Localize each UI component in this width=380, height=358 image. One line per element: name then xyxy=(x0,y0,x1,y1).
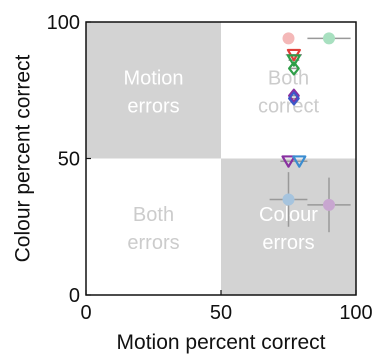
axes xyxy=(85,21,357,296)
data-points xyxy=(281,32,335,211)
y-axis-label: Colour percent correct xyxy=(12,54,35,262)
quadrant-label-top-left: Motion xyxy=(123,67,183,89)
point-diamond xyxy=(288,61,300,76)
quadrant-label-bottom-left: Both xyxy=(133,204,174,226)
quadrant-label-top-right: Both xyxy=(268,67,309,89)
x-tick-label: 0 xyxy=(80,302,91,324)
x-axis-label: Motion percent correct xyxy=(117,331,326,354)
point-triangle xyxy=(286,54,301,67)
quadrant-backgrounds xyxy=(86,22,356,295)
y-tick-label: 0 xyxy=(69,285,80,307)
quadrant-top-left xyxy=(86,22,221,159)
point-diamond xyxy=(288,91,300,106)
quadrant-label-top-left: errors xyxy=(127,95,179,117)
quadrant-labels: MotionerrorsBothcorrectBotherrorsColoure… xyxy=(123,67,319,254)
point-triangle xyxy=(281,155,296,168)
y-tick-label: 100 xyxy=(47,12,80,34)
point-triangle xyxy=(292,155,307,168)
point-circle xyxy=(282,32,295,45)
quadrant-label-top-right: correct xyxy=(258,95,320,117)
point-circle xyxy=(323,198,335,211)
point-diamond xyxy=(288,88,300,103)
quadrant-bottom-left xyxy=(86,158,221,295)
quadrant-label-bottom-left: errors xyxy=(127,232,179,254)
x-tick-label: 100 xyxy=(339,302,372,324)
quadrant-label-bottom-right: errors xyxy=(262,232,314,254)
tick-labels: 0 50 100 0 50 100 xyxy=(47,12,373,324)
y-tick-label: 50 xyxy=(58,149,80,171)
point-circle xyxy=(323,32,335,45)
x-tick-label: 50 xyxy=(210,302,232,324)
quadrant-top-right xyxy=(221,22,356,159)
point-circle xyxy=(282,193,295,206)
